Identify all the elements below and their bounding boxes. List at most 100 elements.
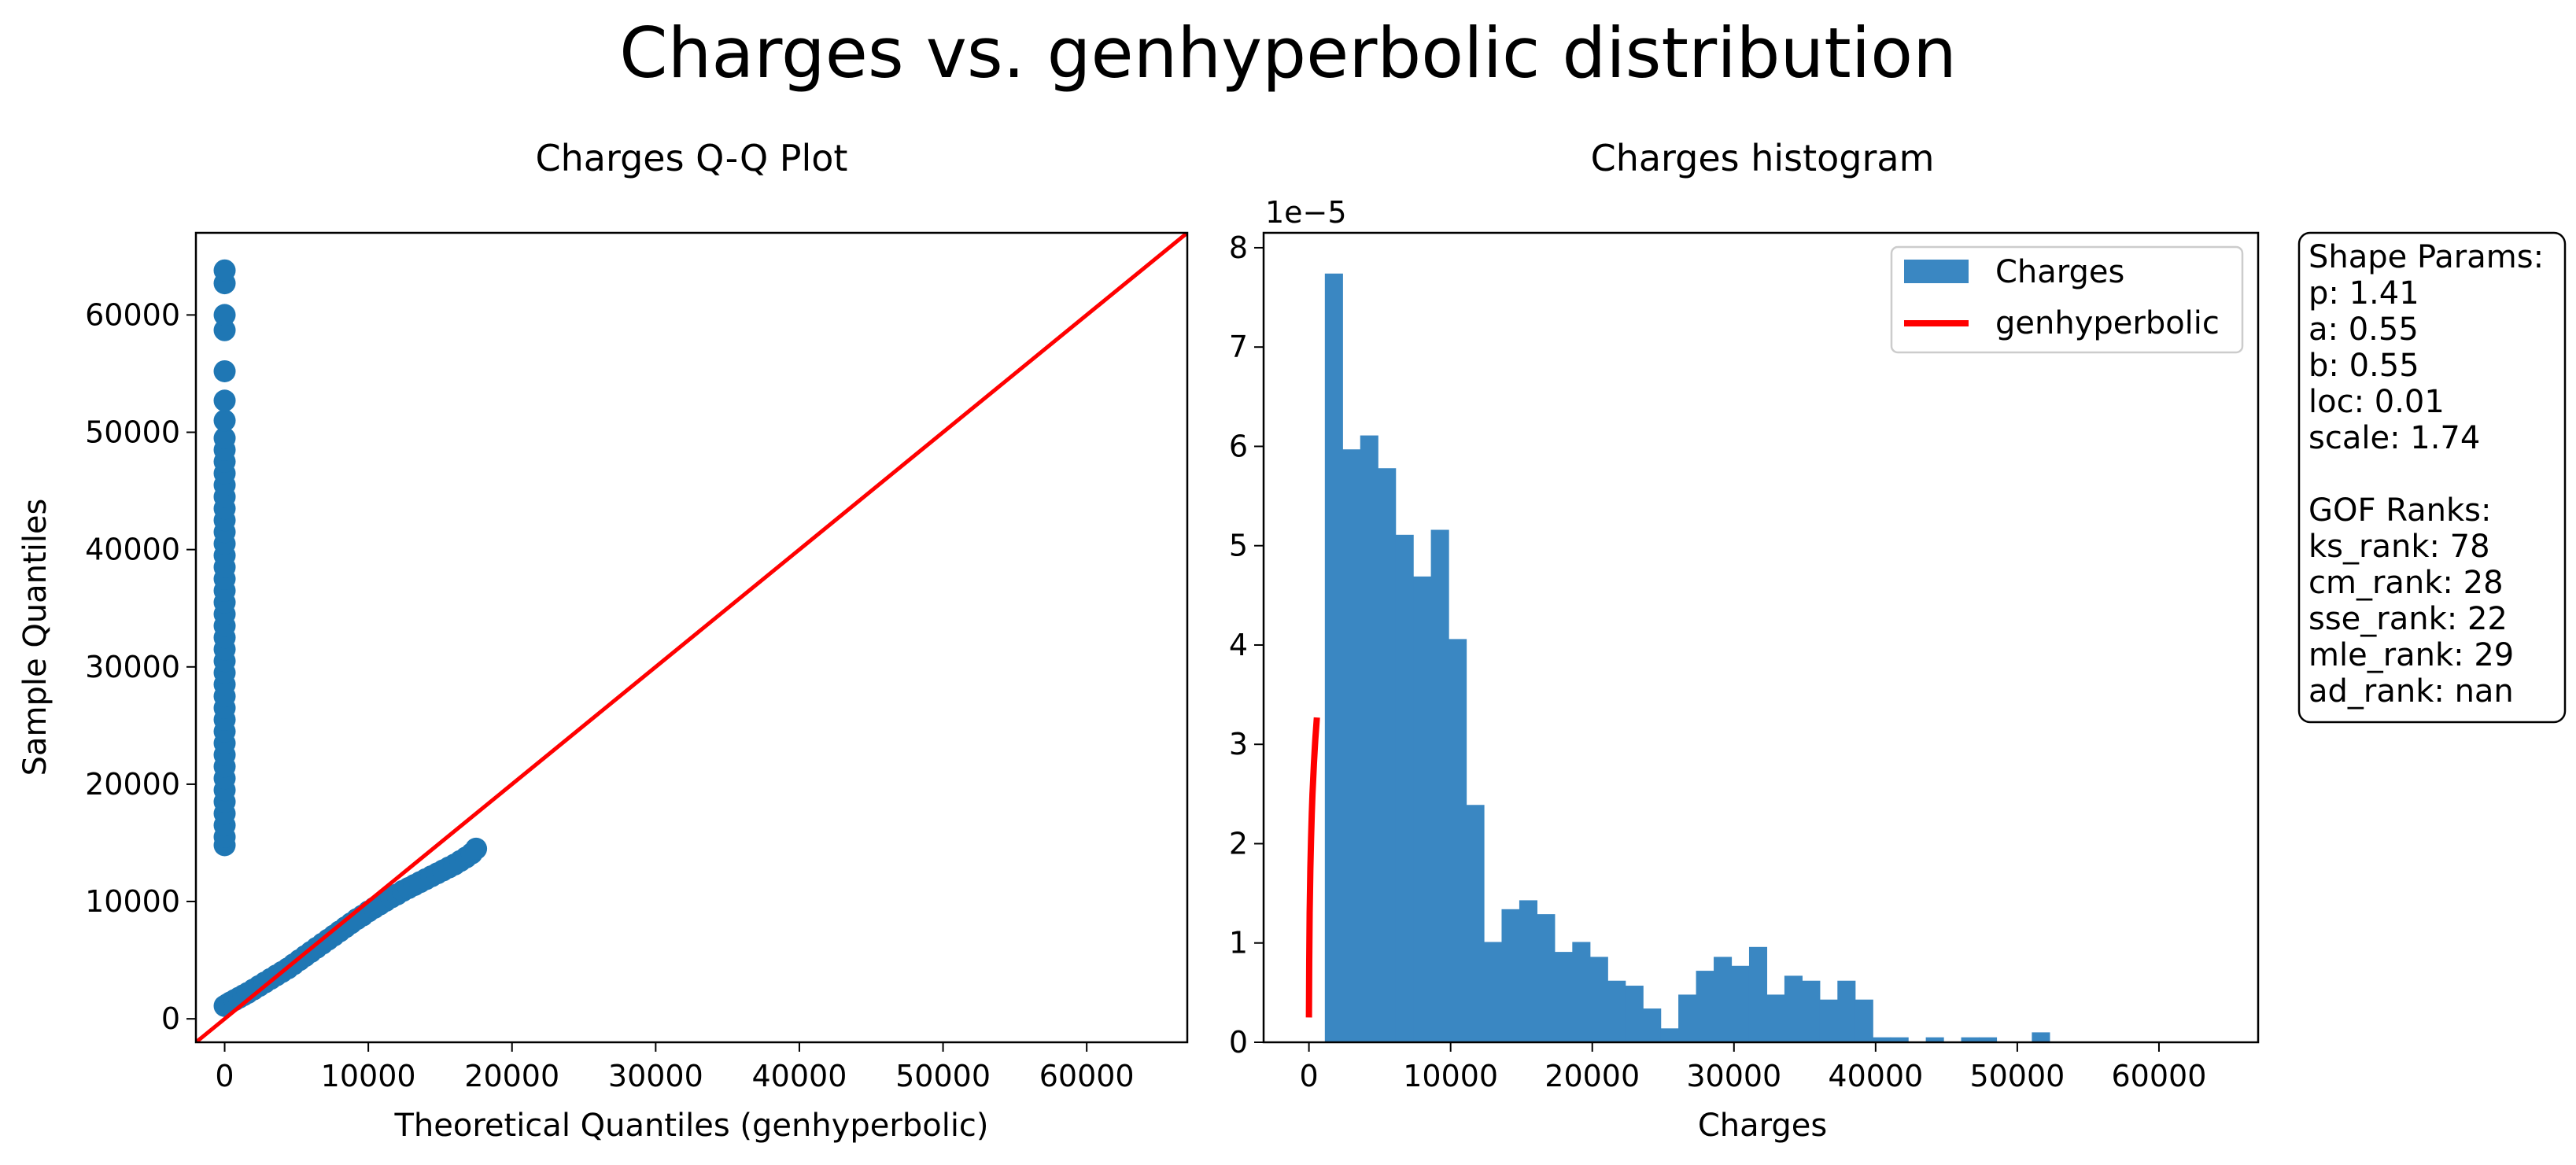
- annotation-frame: [2297, 231, 2567, 724]
- qq-axes-frame: [194, 231, 1189, 1044]
- histogram-x-axis-label: Charges: [1698, 1108, 1827, 1144]
- histogram-bar: [1696, 971, 1714, 1042]
- histogram-y-tick-label: 4: [1229, 628, 1248, 662]
- qq-point: [213, 409, 236, 432]
- qq-point: [213, 259, 236, 282]
- histogram-bar: [1925, 1037, 1944, 1042]
- histogram-y-tick-label: 7: [1229, 330, 1248, 364]
- qq-y-tick-label: 40000: [85, 533, 180, 567]
- histogram-bar: [1784, 975, 1803, 1042]
- histogram-bar: [1519, 900, 1537, 1042]
- qq-x-tick-label: 10000: [321, 1059, 416, 1093]
- qq-x-axis: 0 10000 20000 30000 40000 50000 60000: [215, 1042, 1135, 1093]
- annotation-line: cm_rank: 28: [2308, 565, 2504, 601]
- histogram-bar: [1501, 909, 1520, 1042]
- annotation-line: a: 0.55: [2308, 312, 2419, 348]
- histogram-x-tick-label: 20000: [1544, 1059, 1640, 1093]
- qq-x-tick-label: 60000: [1039, 1059, 1135, 1093]
- qq-point: [213, 389, 236, 412]
- histogram-bar: [1324, 273, 1343, 1043]
- histogram-y-tick-label: 5: [1229, 529, 1248, 563]
- histogram-bar: [1961, 1037, 1980, 1042]
- histogram-y-tick-label: 1: [1229, 926, 1248, 960]
- histogram-bar: [1378, 468, 1397, 1042]
- histogram-bar: [1413, 576, 1432, 1042]
- histogram-x-tick-label: 0: [1300, 1059, 1319, 1093]
- qq-point: [213, 319, 236, 341]
- histogram-x-tick-label: 40000: [1828, 1059, 1923, 1093]
- histogram-bar: [2032, 1032, 2050, 1042]
- annotation-line: b: 0.55: [2308, 348, 2419, 384]
- histogram-x-tick-label: 10000: [1403, 1059, 1498, 1093]
- histogram-bar: [1572, 942, 1591, 1042]
- histogram-bar: [1589, 957, 1608, 1042]
- qq-x-tick-label: 50000: [895, 1059, 991, 1093]
- qq-x-tick-label: 20000: [464, 1059, 559, 1093]
- qq-y-tick-label: 50000: [85, 415, 180, 450]
- histogram-bar: [1625, 986, 1644, 1042]
- histogram-bar: [1643, 1008, 1662, 1042]
- annotation-line: ks_rank: 78: [2308, 529, 2490, 565]
- qq-plot-area: [196, 233, 1187, 1042]
- annotation-line: mle_rank: 29: [2308, 637, 2514, 673]
- histogram-bar: [1766, 994, 1785, 1042]
- histogram-bar: [1449, 639, 1467, 1042]
- histogram-panel: Charges histogram 1e−5 0 10000 20000 30000 4…: [1229, 137, 2260, 1144]
- histogram-bar: [1748, 946, 1768, 1042]
- histogram-bar: [1979, 1037, 1998, 1042]
- annotation-line: ad_rank: nan: [2308, 673, 2514, 710]
- histogram-x-axis: 0 10000 20000 30000 40000 50000 60000: [1300, 1042, 2207, 1093]
- annotation-line: loc: 0.01: [2308, 384, 2445, 420]
- histogram-bar: [1819, 999, 1838, 1042]
- histogram-x-tick-label: 60000: [2112, 1059, 2207, 1093]
- histogram-bar: [1660, 1028, 1679, 1042]
- qq-plot-title: Charges Q-Q Plot: [536, 137, 848, 179]
- qq-x-tick-label: 0: [215, 1059, 234, 1093]
- histogram-bar: [1802, 980, 1821, 1042]
- histogram-bar: [1342, 449, 1361, 1042]
- histogram-bar: [1554, 952, 1573, 1042]
- histogram-bar: [1430, 529, 1449, 1042]
- qq-x-axis-label: Theoretical Quantiles (genhyperbolic): [393, 1108, 988, 1144]
- figure-title: Charges vs. genhyperbolic distribution: [619, 13, 1957, 94]
- histogram-plot-area: [1305, 273, 2050, 1043]
- histogram-bar: [1395, 534, 1414, 1042]
- histogram-bar: [1484, 942, 1503, 1042]
- qq-plot-panel: Charges Q-Q Plot 0 10000 20000 30000 40000 50…: [17, 137, 1189, 1144]
- legend-label-genhyperbolic: genhyperbolic: [1995, 305, 2220, 341]
- qq-y-tick-label: 30000: [85, 650, 180, 684]
- histogram-y-tick-label: 2: [1229, 826, 1248, 861]
- qq-x-tick-label: 30000: [608, 1059, 703, 1093]
- histogram-y-tick-label: 8: [1229, 230, 1248, 265]
- qq-x-tick-label: 40000: [752, 1059, 847, 1093]
- histogram-bar: [1607, 980, 1626, 1042]
- annotation-line: sse_rank: 22: [2308, 601, 2508, 637]
- qq-y-axis: 0 10000 20000 30000 40000 50000 60000: [85, 297, 196, 1036]
- histogram-bar: [1837, 980, 1856, 1042]
- qq-point: [213, 426, 236, 449]
- qq-y-tick-label: 60000: [85, 297, 180, 332]
- qq-y-tick-label: 0: [161, 1001, 180, 1036]
- histogram-bar: [1714, 957, 1733, 1042]
- annotation-line: p: 1.41: [2308, 275, 2419, 312]
- histogram-bar: [1537, 914, 1556, 1042]
- genhyperbolic-pdf-line: [1305, 717, 1320, 1018]
- qq-y-tick-label: 20000: [85, 767, 180, 802]
- histogram-y-offset-label: 1e−5: [1265, 195, 1347, 230]
- legend-swatch-charges: [1904, 260, 1969, 283]
- annotation-line: Shape Params:: [2308, 239, 2544, 275]
- qq-y-axis-label: Sample Quantiles: [17, 499, 54, 776]
- qq-point: [213, 304, 236, 326]
- histogram-y-axis: 0 1 2 3 4 5 6 7 8: [1229, 230, 1264, 1060]
- histogram-y-tick-label: 6: [1229, 429, 1248, 463]
- annotation-line: scale: 1.74: [2308, 420, 2480, 456]
- histogram-bar: [1854, 999, 1873, 1042]
- qq-point: [213, 359, 236, 382]
- legend-frame: [1890, 245, 2244, 354]
- histogram-x-tick-label: 30000: [1686, 1059, 1781, 1093]
- histogram-axes-frame: [1262, 231, 2260, 1044]
- legend-label-charges: Charges: [1995, 254, 2124, 290]
